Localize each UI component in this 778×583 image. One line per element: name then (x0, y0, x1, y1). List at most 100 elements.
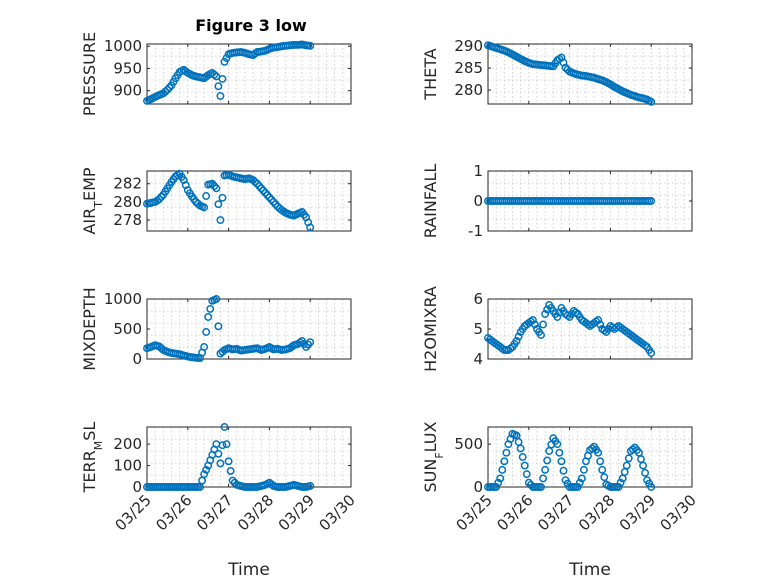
data-point (165, 83, 174, 92)
data-point (541, 465, 550, 474)
data-point (222, 54, 231, 62)
data-point (494, 478, 503, 487)
subplot-mixdepth: 0 500 1000 MIXDEPTH (80, 287, 352, 371)
y-tick-label: 285 (454, 59, 483, 77)
y-tick-label: 950 (113, 59, 142, 77)
data-point (539, 320, 548, 329)
data-point (306, 223, 315, 232)
y-axis-label: RAINFALL (421, 164, 440, 239)
data-point (163, 85, 172, 94)
y-tick-label: 900 (113, 82, 142, 100)
data-point (628, 445, 637, 454)
data-point (561, 63, 570, 72)
y-tick-label: 500 (113, 320, 142, 338)
data-point (228, 476, 237, 485)
data-point (220, 423, 229, 431)
data-point (596, 457, 605, 466)
data-point (214, 449, 223, 458)
y-tick-label: 6 (473, 290, 483, 308)
data-point (575, 478, 584, 487)
y-tick-label: -1 (468, 222, 483, 240)
y-tick-label: 282 (113, 175, 142, 193)
axes-box (487, 170, 693, 232)
y-tick-label: 290 (454, 37, 483, 55)
data-point (600, 473, 609, 482)
data-point (216, 92, 225, 100)
data-point (214, 82, 223, 91)
axes-box (487, 426, 693, 488)
data-point (579, 465, 588, 474)
data-point (641, 468, 650, 477)
data-point (212, 295, 221, 303)
data-point (500, 457, 509, 466)
data-point (553, 313, 562, 321)
axes-box (146, 298, 352, 360)
x-tick-label: 03/30 (316, 491, 359, 534)
figure-title: Figure 3 low (195, 16, 307, 35)
data-point (541, 310, 550, 318)
data-point (210, 70, 219, 79)
y-axis-label: TERRMSL (80, 422, 105, 494)
data-point (588, 444, 596, 453)
data-point (518, 453, 527, 461)
subplot-theta: 280 285 290 THETA (421, 37, 693, 106)
data-point (161, 87, 170, 96)
x-tick-label: 03/29 (275, 491, 318, 534)
y-tick-label: 280 (113, 193, 142, 211)
data-point (204, 313, 213, 321)
data-point (553, 440, 562, 449)
data-point (520, 461, 529, 470)
plot-area (488, 427, 692, 487)
data-point (573, 483, 582, 491)
y-tick-label: 0 (132, 350, 142, 368)
y-axis-label: PRESSURE (80, 32, 99, 116)
data-point (202, 465, 211, 474)
subplot-rainfall: -1 0 1 RAINFALL (421, 162, 693, 240)
data-point (200, 203, 209, 212)
data-point (216, 216, 225, 225)
data-point (622, 461, 631, 470)
subplot-h2omixra: 4 5 6 H2OMIXRA (421, 286, 693, 372)
data-point (528, 316, 537, 324)
data-point (647, 97, 656, 106)
data-point (522, 470, 531, 479)
data-point (616, 478, 625, 487)
data-point (496, 474, 505, 483)
data-point (214, 322, 223, 331)
data-point (224, 457, 233, 466)
plot-area (147, 299, 351, 359)
data-point (218, 74, 227, 83)
data-point (267, 480, 276, 489)
y-tick-label: 0 (473, 192, 483, 210)
data-point (530, 320, 539, 329)
data-point (498, 465, 507, 474)
data-point (214, 200, 223, 209)
data-point (200, 343, 209, 351)
x-tick-label: 03/25 (112, 491, 155, 534)
x-axis-label: Time (227, 560, 270, 580)
data-point (202, 328, 211, 336)
x-tick-label: 03/26 (493, 491, 536, 534)
data-point (624, 454, 633, 463)
data-point (216, 459, 225, 468)
x-tick-label: 03/25 (453, 491, 496, 534)
y-axis-label: MIXDEPTH (80, 287, 99, 370)
axes-box (487, 43, 693, 105)
data-point (222, 440, 231, 449)
data-point (614, 483, 623, 491)
subplot-pressure: 900 950 1000 PRESSURE (80, 32, 352, 116)
data-point (251, 177, 260, 186)
data-point (226, 466, 235, 475)
x-tick-label: 03/28 (234, 491, 277, 534)
x-axis-label: Time (568, 560, 611, 580)
data-point (492, 483, 501, 491)
y-tick-label: 5 (473, 320, 483, 338)
data-point (543, 456, 552, 465)
data-point (557, 457, 566, 466)
data-point (647, 349, 656, 357)
axes-box (146, 426, 352, 488)
y-tick-label: 1000 (104, 290, 142, 308)
